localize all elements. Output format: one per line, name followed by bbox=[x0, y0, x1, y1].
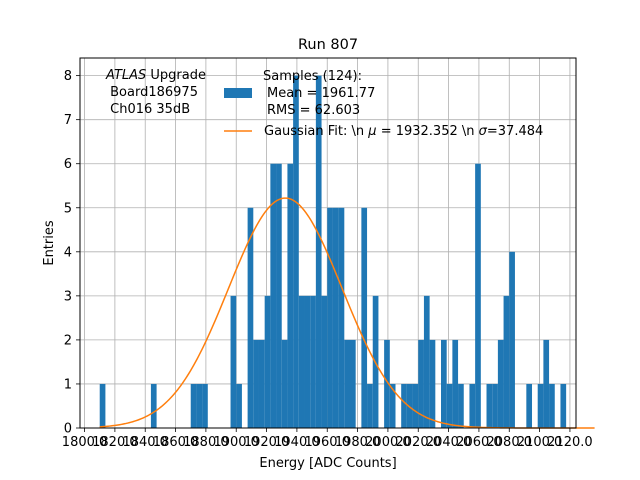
y-tick-label: 6 bbox=[64, 157, 72, 172]
plot-frame bbox=[79, 57, 577, 429]
x-tick-label: 2100.0 bbox=[517, 435, 563, 450]
histogram-bar bbox=[344, 339, 350, 428]
histogram-bar bbox=[230, 295, 237, 428]
histogram-bar bbox=[401, 383, 407, 428]
y-tick-label: 5 bbox=[64, 201, 72, 216]
histogram-bar bbox=[276, 163, 282, 428]
histogram-bar bbox=[99, 383, 106, 428]
legend-fit-label: Gaussian Fit: \n μ = 1932.352 \n σ=37.48… bbox=[264, 124, 543, 139]
x-tick-label: 2060.0 bbox=[456, 435, 502, 450]
histogram-bar bbox=[150, 383, 157, 428]
histogram-bar bbox=[310, 295, 316, 428]
histogram-bar bbox=[497, 339, 504, 428]
histogram-bar bbox=[270, 163, 277, 428]
histogram-bar bbox=[384, 339, 390, 428]
histogram-bar bbox=[560, 383, 567, 428]
y-tick-label: 2 bbox=[64, 333, 72, 348]
atlas-annotation: ATLAS Upgrade Board186975 Ch016 35dB bbox=[105, 68, 206, 117]
y-tick-label: 8 bbox=[64, 69, 72, 84]
histogram-bar bbox=[281, 339, 288, 428]
histogram-bar bbox=[441, 339, 447, 428]
histogram-bar bbox=[549, 383, 555, 428]
histogram-bar bbox=[406, 383, 413, 428]
histogram-bar bbox=[315, 75, 322, 428]
histogram-bar bbox=[264, 295, 271, 428]
histogram-bar bbox=[429, 339, 436, 428]
x-tick-label: 1900.0 bbox=[213, 435, 259, 450]
histogram-bar bbox=[236, 383, 242, 428]
y-tick-label: 0 bbox=[64, 422, 72, 437]
annotation-line-3: Ch016 35dB bbox=[106, 102, 190, 117]
histogram-bar bbox=[258, 339, 265, 428]
x-tick-label: 1880.0 bbox=[183, 435, 229, 450]
histogram-bar bbox=[196, 383, 203, 428]
histogram-bar bbox=[412, 383, 419, 428]
y-tick-label: 7 bbox=[64, 113, 72, 128]
histogram-bar bbox=[492, 383, 498, 428]
histogram-bar bbox=[389, 383, 396, 428]
y-axis-label: Entries bbox=[42, 220, 57, 266]
histogram-bar bbox=[304, 295, 311, 428]
x-tick-label: 1820.0 bbox=[92, 435, 138, 450]
legend-samples-swatch bbox=[224, 88, 252, 98]
x-tick-label: 2040.0 bbox=[426, 435, 472, 450]
histogram-bar bbox=[469, 383, 476, 428]
chart-title: Run 807 bbox=[298, 37, 358, 53]
histogram-bar bbox=[367, 383, 373, 428]
y-tick-label: 3 bbox=[64, 289, 72, 304]
x-tick-label: 1920.0 bbox=[244, 435, 290, 450]
histogram-bar bbox=[475, 163, 481, 428]
x-tick-label: 1840.0 bbox=[122, 435, 168, 450]
histogram-bar bbox=[298, 295, 305, 428]
x-tick-label: 1960.0 bbox=[304, 435, 350, 450]
annotation-line-1: ATLAS Upgrade bbox=[105, 68, 206, 83]
y-axis-ticks: 0 1 2 3 4 5 6 7 8 bbox=[64, 69, 80, 437]
x-tick-label: 2000.0 bbox=[365, 435, 411, 450]
x-tick-label: 2020.0 bbox=[396, 435, 442, 450]
histogram-bar bbox=[327, 207, 333, 428]
histogram-bar bbox=[253, 339, 259, 428]
legend-samples-title: Samples (124): bbox=[263, 69, 362, 84]
histogram-bar bbox=[321, 295, 328, 428]
x-tick-label: 2080.0 bbox=[487, 435, 533, 450]
x-axis-ticks: 1800.01820.01840.01860.01880.01900.01920… bbox=[62, 428, 593, 450]
histogram-bar bbox=[509, 251, 515, 428]
histogram-bar bbox=[458, 383, 464, 428]
histogram-bars bbox=[99, 75, 567, 428]
histogram-bar bbox=[446, 383, 453, 428]
histogram-bar bbox=[338, 207, 345, 428]
legend-samples-rms: RMS = 62.603 bbox=[267, 103, 360, 118]
x-axis-label: Energy [ADC Counts] bbox=[259, 456, 396, 471]
histogram-bar bbox=[452, 339, 459, 428]
x-tick-label: 2120.0 bbox=[547, 435, 593, 450]
legend-samples-mean: Mean = 1961.77 bbox=[267, 86, 375, 101]
x-tick-label: 1800.0 bbox=[62, 435, 108, 450]
x-tick-label: 1980.0 bbox=[335, 435, 381, 450]
legend: Samples (124): Mean = 1961.77 RMS = 62.6… bbox=[224, 69, 543, 139]
histogram-bar bbox=[543, 339, 550, 428]
histogram-bar bbox=[418, 339, 424, 428]
histogram-bar bbox=[190, 383, 197, 428]
y-tick-label: 4 bbox=[64, 245, 72, 260]
histogram-bar bbox=[537, 383, 544, 428]
histogram-bar bbox=[486, 383, 493, 428]
histogram-bar bbox=[361, 207, 368, 428]
histogram-bar bbox=[247, 207, 254, 428]
x-tick-label: 1940.0 bbox=[274, 435, 320, 450]
annotation-line-2: Board186975 bbox=[106, 85, 198, 100]
histogram-bar bbox=[503, 295, 510, 428]
histogram-bar bbox=[349, 339, 356, 428]
histogram-bar bbox=[332, 207, 339, 428]
histogram-bar bbox=[202, 383, 208, 428]
histogram-bar bbox=[293, 75, 299, 428]
histogram-bar bbox=[526, 383, 533, 428]
histogram-bar bbox=[423, 295, 430, 428]
x-tick-label: 1860.0 bbox=[153, 435, 199, 450]
y-tick-label: 1 bbox=[64, 377, 72, 392]
histogram-bar bbox=[287, 163, 294, 428]
